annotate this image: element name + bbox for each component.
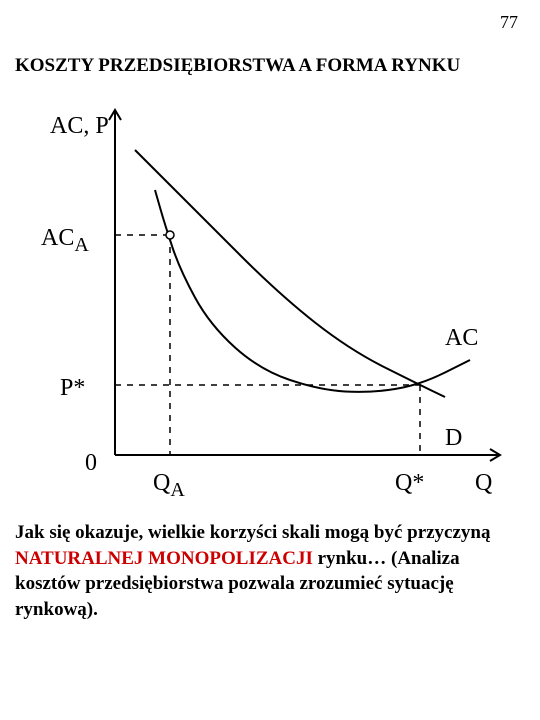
qa-label: QA xyxy=(153,470,185,502)
diagram-svg xyxy=(0,95,540,515)
x-axis-label: Q xyxy=(475,470,492,497)
caption: Jak się okazuje, wielkie korzyści skali … xyxy=(15,520,525,623)
pstar-label: P* xyxy=(60,375,85,402)
qa-prefix: Q xyxy=(153,470,170,496)
aca-sub: A xyxy=(74,234,88,256)
y-axis-label: AC, P xyxy=(50,113,109,140)
origin-label: 0 xyxy=(85,450,97,477)
page-number: 77 xyxy=(500,12,518,33)
ac-curve-label: AC xyxy=(445,325,478,352)
economics-diagram: AC, P ACA P* 0 QA Q* Q AC D xyxy=(0,95,540,515)
demand-curve-label: D xyxy=(445,425,462,452)
page: 77 KOSZTY PRZEDSIĘBIORSTWA A FORMA RYNKU… xyxy=(0,0,540,720)
page-title: KOSZTY PRZEDSIĘBIORSTWA A FORMA RYNKU xyxy=(15,55,525,77)
caption-emphasis: NATURALNEJ MONOPOLIZACJI xyxy=(15,548,313,569)
qstar-label: Q* xyxy=(395,470,424,497)
caption-pre: Jak się okazuje, wielkie korzyści skali … xyxy=(15,522,491,543)
qa-sub: A xyxy=(170,479,184,501)
aca-prefix: AC xyxy=(41,225,74,251)
aca-label: ACA xyxy=(41,225,89,257)
